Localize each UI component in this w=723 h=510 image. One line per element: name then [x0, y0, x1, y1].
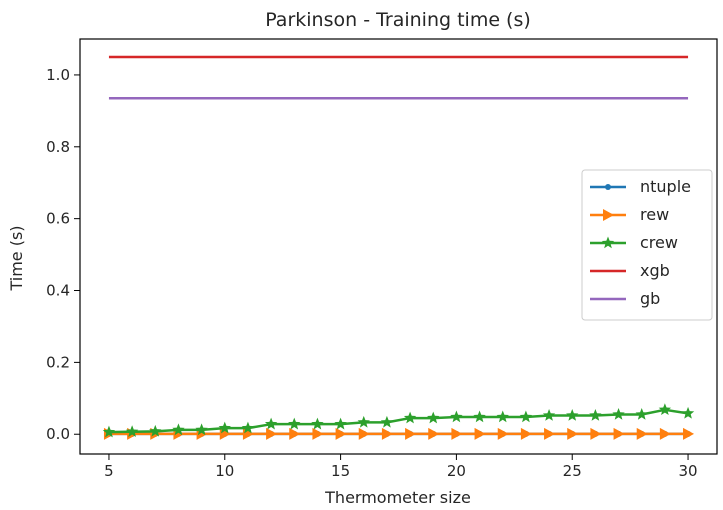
- data-point-crew: [681, 406, 695, 419]
- data-point-rew: [520, 427, 532, 440]
- data-point-crew: [589, 409, 602, 421]
- plot-area: [102, 55, 695, 440]
- data-point-crew: [427, 411, 440, 424]
- data-point-rew: [451, 427, 463, 440]
- data-point-rew: [428, 427, 440, 440]
- data-point-crew: [635, 407, 648, 420]
- y-tick-label: 0.2: [46, 353, 70, 371]
- data-point-crew: [542, 409, 556, 421]
- data-point-rew: [358, 427, 370, 440]
- data-point-crew: [380, 415, 394, 428]
- data-point-crew: [288, 417, 301, 430]
- data-point-rew: [381, 427, 393, 440]
- data-point-rew: [266, 427, 278, 440]
- data-point-rew: [405, 427, 417, 440]
- data-point-crew: [102, 425, 116, 438]
- data-point-crew: [612, 407, 625, 420]
- y-tick-label: 0.8: [46, 138, 70, 156]
- data-point-crew: [357, 415, 370, 428]
- data-point-crew: [403, 411, 417, 424]
- data-point-rew: [497, 427, 509, 440]
- data-point-crew: [172, 423, 185, 436]
- x-tick-label: 30: [678, 462, 697, 480]
- series-line-crew: [108, 408, 689, 434]
- data-point-crew: [264, 417, 278, 430]
- data-point-rew: [636, 427, 648, 440]
- data-point-rew: [335, 427, 347, 440]
- y-tick-label: 0.0: [46, 425, 70, 443]
- data-point-crew: [496, 410, 509, 423]
- data-point-crew: [125, 425, 139, 437]
- legend-label-ntuple: ntuple: [640, 177, 691, 196]
- data-point-crew: [450, 410, 463, 423]
- data-point-crew: [241, 421, 255, 434]
- chart-title: Parkinson - Training time (s): [265, 9, 531, 31]
- data-point-rew: [567, 427, 579, 440]
- y-tick-label: 0.6: [46, 210, 70, 228]
- legend-label-crew: crew: [640, 233, 678, 252]
- x-tick-label: 25: [563, 462, 582, 480]
- legend-marker-crew: [601, 236, 615, 249]
- data-point-crew: [149, 424, 162, 437]
- data-point-rew: [544, 427, 556, 440]
- data-point-rew: [474, 427, 486, 440]
- legend-label-rew: rew: [640, 205, 669, 224]
- y-tick-label: 0.4: [46, 282, 70, 300]
- x-tick-label: 5: [104, 462, 114, 480]
- data-point-rew: [683, 427, 695, 440]
- data-point-crew: [473, 410, 486, 423]
- data-point-rew: [590, 427, 602, 440]
- data-point-crew: [311, 417, 324, 430]
- data-point-crew: [195, 423, 208, 436]
- axes: 5 10 15 20 25 30 0.0 0.2 0.4 0.6 0.8 1.0: [46, 38, 718, 480]
- x-tick-label: 10: [215, 462, 234, 480]
- plot-frame: [79, 38, 718, 455]
- data-point-rew: [659, 427, 671, 440]
- legend-label-xgb: xgb: [640, 261, 670, 280]
- legend-label-gb: gb: [640, 289, 660, 308]
- x-tick-label: 15: [331, 462, 350, 480]
- y-axis-label: Time (s): [7, 225, 26, 291]
- data-point-crew: [218, 421, 231, 434]
- data-point-crew: [566, 409, 579, 421]
- y-tick-label: 1.0: [46, 66, 70, 84]
- legend-marker-ntuple: [605, 184, 611, 190]
- legend: ntuple rew crew xgb gb: [581, 169, 713, 321]
- data-point-crew: [658, 403, 672, 416]
- legend-box: [581, 169, 713, 321]
- x-tick-label: 20: [447, 462, 466, 480]
- data-point-rew: [613, 427, 625, 440]
- legend-marker-rew: [603, 209, 614, 221]
- data-point-crew: [519, 410, 533, 423]
- data-point-rew: [312, 427, 324, 440]
- x-axis-label: Thermometer size: [324, 488, 471, 507]
- data-point-rew: [289, 427, 301, 440]
- data-point-crew: [334, 417, 347, 430]
